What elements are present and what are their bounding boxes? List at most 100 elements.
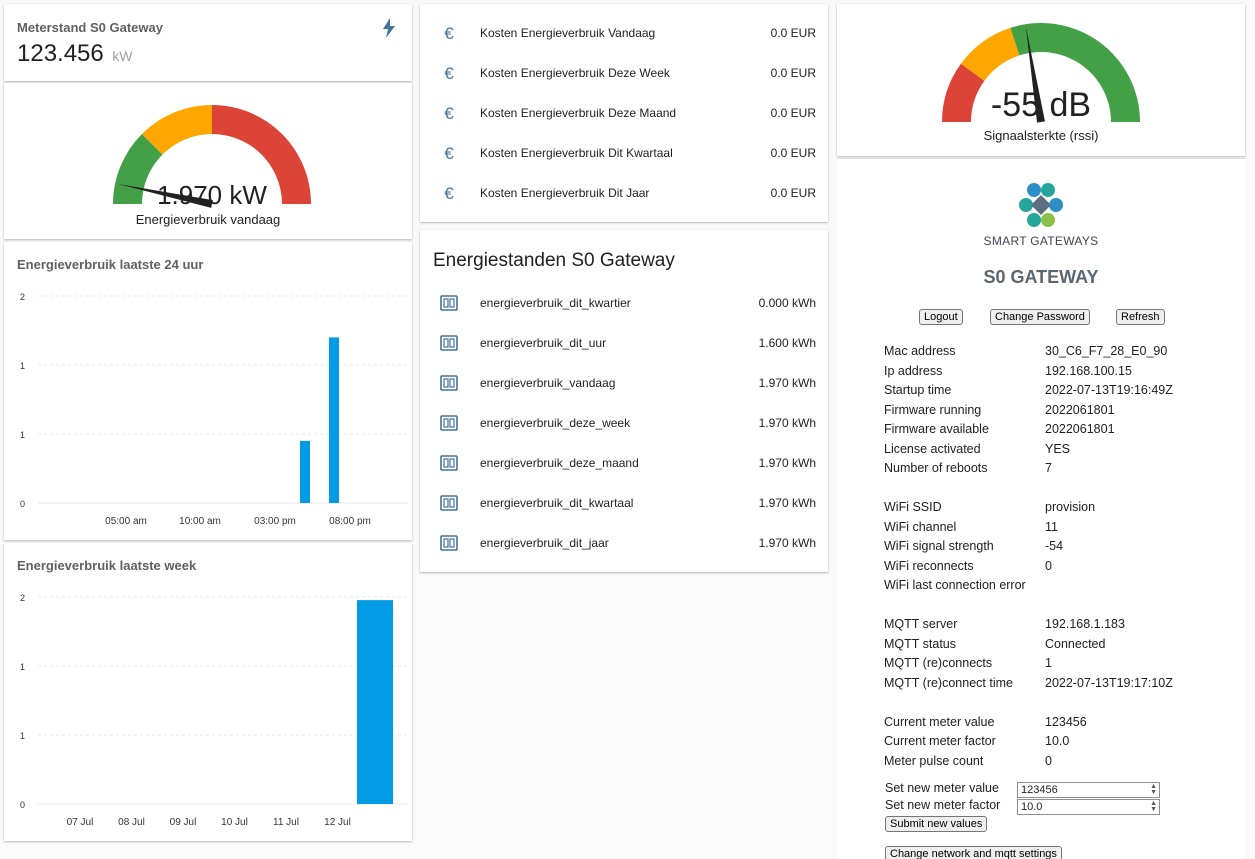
cost-value: 0.0 EUR xyxy=(770,106,816,120)
stand-value: 1.970 kWh xyxy=(758,456,816,470)
bar xyxy=(300,440,310,503)
y-tick-label: 1 xyxy=(20,731,25,741)
chart24-svg: 0 1 1 2 05:00 am 10:00 am 03:00 pm 08:00 pm xyxy=(20,292,408,527)
info-value: -54 xyxy=(1045,539,1064,553)
info-label: Startup time xyxy=(884,383,952,397)
info-value: 2022-07-13T19:16:49Z xyxy=(1045,383,1173,397)
power-gauge-value: 1.970 kW xyxy=(157,180,267,210)
change-network-button[interactable]: Change network and mqtt settings xyxy=(885,846,1062,859)
gauge-segment-green xyxy=(113,133,163,204)
info-value: provision xyxy=(1045,500,1096,514)
stand-row[interactable]: energieverbruik_dit_uur 1.600 kWh xyxy=(420,323,828,363)
stand-row[interactable]: energieverbruik_dit_kwartier 0.000 kWh xyxy=(420,283,828,323)
stand-row[interactable]: energieverbruik_vandaag 1.970 kWh xyxy=(420,363,828,403)
info-label: MQTT server xyxy=(884,617,958,631)
euro-icon: € xyxy=(444,64,454,83)
submit-values-button[interactable]: Submit new values xyxy=(885,816,988,832)
info-value: 0 xyxy=(1045,558,1052,573)
power-gauge-card: 1.970 kW Energieverbruik vandaag xyxy=(4,83,412,239)
gateway-title: S0 GATEWAY xyxy=(983,267,1099,287)
info-value: 0 xyxy=(1045,753,1052,768)
stand-value: 1.970 kWh xyxy=(758,496,816,510)
spinner-icon[interactable]: ▲ ▼ xyxy=(1150,800,1157,813)
info-label: Meter pulse count xyxy=(884,753,984,768)
stand-label: energieverbruik_dit_kwartier xyxy=(480,296,631,310)
info-label: WiFi channel xyxy=(884,519,957,534)
info-label: Current meter factor xyxy=(884,734,996,748)
info-label: MQTT (re)connect time xyxy=(884,675,1013,690)
x-tick-label: 07 Jul xyxy=(67,817,94,828)
x-tick-label: 10 Jul xyxy=(221,817,248,828)
cost-row[interactable]: € Kosten Energieverbruik Dit Kwartaal 0.0 … xyxy=(420,133,828,173)
cost-value: 0.0 EUR xyxy=(770,146,816,160)
rssi-gauge xyxy=(942,23,1140,123)
gauge-needle xyxy=(118,183,213,208)
x-tick-label: 10:00 am xyxy=(179,516,221,527)
power-gauge-label: Energieverbruik vandaag xyxy=(135,212,281,227)
meter-icon xyxy=(440,375,458,393)
stand-label: energieverbruik_deze_maand xyxy=(480,456,639,470)
cost-value: 0.0 EUR xyxy=(770,186,816,200)
meter-icon xyxy=(440,535,458,553)
stand-value: 1.970 kWh xyxy=(758,376,816,390)
refresh-button[interactable]: Refresh xyxy=(1116,309,1165,325)
logout-button[interactable]: Logout xyxy=(919,309,963,325)
y-tick-label: 2 xyxy=(20,593,25,603)
cost-row[interactable]: € Kosten Energieverbruik Vandaag 0.0 EUR xyxy=(420,13,828,53)
gauge-segment-green xyxy=(1010,23,1140,123)
meter-title: Meterstand S0 Gateway xyxy=(17,20,163,35)
meter-factor-input-text: 10.0 xyxy=(1021,801,1043,813)
stand-label: energieverbruik_dit_kwartaal xyxy=(480,496,634,510)
info-value: 123456 xyxy=(1045,714,1087,729)
y-tick-label: 1 xyxy=(20,430,25,440)
rssi-gauge-card: -55 dB Signaalsterkte (rssi) xyxy=(837,4,1245,156)
spinner-icon[interactable]: ▲ ▼ xyxy=(1150,783,1157,796)
cost-row[interactable]: € Kosten Energieverbruik Deze Week 0.0 EUR xyxy=(420,53,828,93)
cost-label: Kosten Energieverbruik Vandaag xyxy=(480,26,656,40)
x-tick-label: 12 Jul xyxy=(324,817,351,828)
x-tick-label: 08:00 pm xyxy=(329,516,371,527)
stand-label: energieverbruik_vandaag xyxy=(480,376,616,390)
y-tick-label: 1 xyxy=(20,361,25,371)
info-label: License activated xyxy=(884,441,981,456)
cost-row[interactable]: € Kosten Energieverbruik Dit Jaar 0.0 EUR xyxy=(420,173,828,213)
euro-icon: € xyxy=(444,24,454,43)
stand-value: 1.970 kWh xyxy=(758,536,816,550)
gateway-card: SMART GATEWAYS S0 GATEWAY Logout Change … xyxy=(837,158,1245,859)
info-value: YES xyxy=(1045,441,1071,456)
cost-row[interactable]: € Kosten Energieverbruik Deze Maand 0.0 EU… xyxy=(420,93,828,133)
x-tick-label: 11 Jul xyxy=(273,817,299,828)
chartweek-card: Energieverbruik laatste week 0 1 1 2 07 Jul 0… xyxy=(4,543,412,841)
info-label: WiFi SSID xyxy=(884,500,942,514)
x-tick-label: 08 Jul xyxy=(118,817,145,828)
gauge-segment-yellow xyxy=(141,105,212,155)
meter-icon xyxy=(440,495,458,513)
change-password-button[interactable]: Change Password xyxy=(990,309,1090,325)
gauge-needle xyxy=(1025,26,1045,123)
rssi-gauge-label: Signaalsterkte (rssi) xyxy=(983,128,1099,143)
meter-value-row: 123.456 kW xyxy=(17,40,132,68)
meter-icon xyxy=(440,335,458,353)
stand-value: 1.970 kWh xyxy=(758,416,816,430)
gauge-segment-yellow xyxy=(960,27,1020,81)
stand-row[interactable]: energieverbruik_dit_kwartaal 1.970 kWh xyxy=(420,483,828,523)
meter-unit: kW xyxy=(112,48,133,64)
info-value: 11 xyxy=(1045,519,1058,534)
meter-factor-input[interactable]: 10.0 ▲ ▼ xyxy=(1017,799,1160,815)
y-tick-label: 2 xyxy=(20,292,25,302)
bar xyxy=(329,337,339,503)
stand-row[interactable]: energieverbruik_deze_maand 1.970 kWh xyxy=(420,443,828,483)
stand-row[interactable]: energieverbruik_dit_jaar 1.970 kWh xyxy=(420,523,828,563)
y-tick-label: 1 xyxy=(20,662,25,672)
info-label: Mac address xyxy=(884,344,956,358)
info-value: 2022061801 xyxy=(1045,422,1115,436)
x-tick-label: 05:00 am xyxy=(105,516,147,527)
gauge-segment-red xyxy=(942,63,985,122)
meter-value-input[interactable]: 123456 ▲ ▼ xyxy=(1017,782,1160,798)
info-label: WiFi signal strength xyxy=(884,539,994,553)
info-label: Ip address xyxy=(884,363,943,378)
stand-row[interactable]: energieverbruik_deze_week 1.970 kWh xyxy=(420,403,828,443)
x-tick-label: 03:00 pm xyxy=(254,516,296,527)
smart-gateways-logo: SMART GATEWAYS xyxy=(837,181,1245,248)
lightning-bolt-icon xyxy=(382,18,396,43)
